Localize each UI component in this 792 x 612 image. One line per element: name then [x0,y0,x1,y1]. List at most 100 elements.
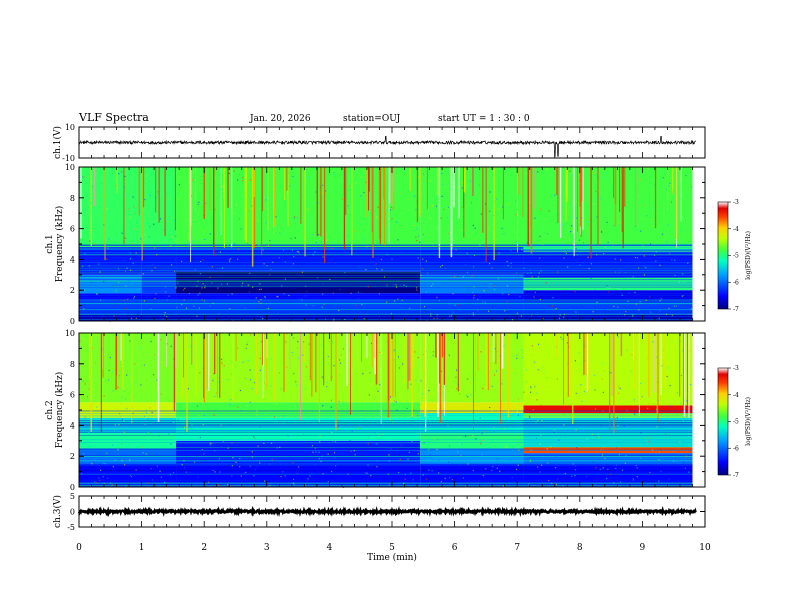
spectrogram-1-speckle [578,242,580,244]
spectrogram-2-speckle [570,339,572,341]
spectrogram-2-speckle [212,379,214,381]
x-tick-label: 8 [577,543,583,553]
spectrogram-1-speckle [386,301,388,303]
spectrogram-1-speckle [687,262,689,264]
spectrogram-1-speckle [462,182,464,184]
y-tick-label: 6 [70,225,75,234]
spectrogram-2-speckle [522,357,524,359]
spectrogram-1-speckle [554,195,556,197]
spectrogram-1-speckle [289,320,291,323]
spectrogram-2-speckle [672,460,675,462]
spectrogram-1-speckle [689,183,691,185]
spectrogram-1-speckle [248,298,250,300]
spectrogram-1-speckle [632,276,634,278]
spectrogram-1-speckle [430,285,433,287]
spectrogram-2-speckle [542,366,544,368]
spectrogram-2-speckle [398,471,400,474]
spectrogram-2-speckle [203,414,205,416]
spectrogram-2-speckle [659,394,661,396]
spectrogram-1-speckle [90,281,92,283]
spectrogram-2-speckle [422,354,424,356]
spectrogram-2-speckle [469,375,471,377]
spectrogram-1-speckle [444,268,446,270]
spectrogram-2-speckle [251,388,253,390]
spectrogram-1-speckle [538,272,540,274]
spectrogram-1-speckle [559,314,561,316]
spectrogram-2-speckle [221,446,223,448]
spectrogram-1-speckle [517,231,520,233]
spectrogram-2-speckle [459,443,461,445]
spectrogram-2-speckle [82,380,84,382]
spectrogram-1-speckle [154,266,156,269]
spectrogram-1-speckle [546,195,548,197]
spectrogram-2-speckle [231,465,233,467]
spectrogram-1-cell [141,314,177,321]
spectrogram-1-speckle [454,243,456,245]
spectrogram-1-speckle [248,291,250,293]
spectrogram-1-speckle [398,223,401,225]
spectrogram-2-speckle [536,392,538,394]
spectrogram-2-speckle [159,470,161,472]
spectrogram-2-speckle [125,485,127,487]
spectrogram-1-speckle [440,217,442,219]
spectrogram-2-speckle [337,425,340,427]
spectrogram-2-speckle [367,443,369,445]
spectrogram-2-speckle [682,420,684,422]
spectrogram-2-speckle [276,447,278,449]
spectrogram-1-speckle [155,293,157,295]
spectrogram-2-speckle [153,417,155,419]
spectrogram-2-speckle [254,437,256,439]
spectrogram-1-speckle [408,209,410,211]
spectrogram-1-speckle [394,300,396,302]
spectrogram-2-speckle [601,362,604,364]
spectrogram-1-speckle [298,251,300,253]
spectrogram-2-speckle [592,461,594,463]
spectrogram-1-speckle [662,177,664,179]
spectrogram-2-speckle [574,469,577,471]
spectrogram-2-speckle [576,447,578,449]
spectrogram-1-speckle [333,318,335,320]
spectrogram-2-speckle [376,443,378,445]
spectrogram-1-speckle [139,216,141,218]
spectrogram-2-speckle [570,447,572,449]
spectrogram-2-speckle [135,469,137,471]
spectrogram-2-speckle [270,358,272,360]
spectrogram-1-speckle [269,240,271,242]
spectrogram-1-speckle [322,283,324,285]
spectrogram-1-speckle [96,293,98,295]
spectrogram-1-speckle [148,236,150,238]
spectrogram-1-speckle [203,230,205,232]
spectrogram-1-speckle [174,283,176,286]
spectrogram-1-speckle [221,283,223,285]
spectrogram-2-speckle [481,433,483,435]
spectrogram-1-speckle [146,227,148,229]
spectrogram-2-speckle [680,374,683,377]
y-tick-label: 10 [65,329,75,338]
spectrogram-2-speckle [390,448,392,450]
spectrogram-1-speckle [229,308,231,310]
spectrogram-2-speckle [417,349,419,351]
spectrogram-2-speckle [403,482,405,485]
spectrogram-2-speckle [460,455,462,457]
spectrogram-2-speckle [330,399,333,401]
spectrogram-1-speckle [204,285,206,287]
spectrogram-2-speckle [82,453,85,455]
spectrogram-2-speckle [333,391,335,393]
spectrogram-2-speckle [276,403,278,405]
spectrogram-1-speckle [612,244,614,246]
spectrogram-1-speckle [381,269,383,271]
spectrogram-2-speckle [534,386,536,388]
spectrogram-2-speckle [172,421,175,423]
spectrogram-1-speckle [533,296,535,298]
spectrogram-2-speckle [214,395,216,398]
spectrogram-2-speckle [379,384,381,386]
spectrogram-2-speckle [600,449,602,451]
spectrogram-1-speckle [472,314,475,316]
spectrogram-2-speckle [537,419,539,421]
colorbar-tick-label: -5 [733,419,739,426]
spectrogram-2-speckle [626,358,628,360]
spectrogram-1-speckle [464,264,467,266]
spectrogram-1-speckle [613,305,615,308]
spectrogram-2-speckle [286,366,288,369]
